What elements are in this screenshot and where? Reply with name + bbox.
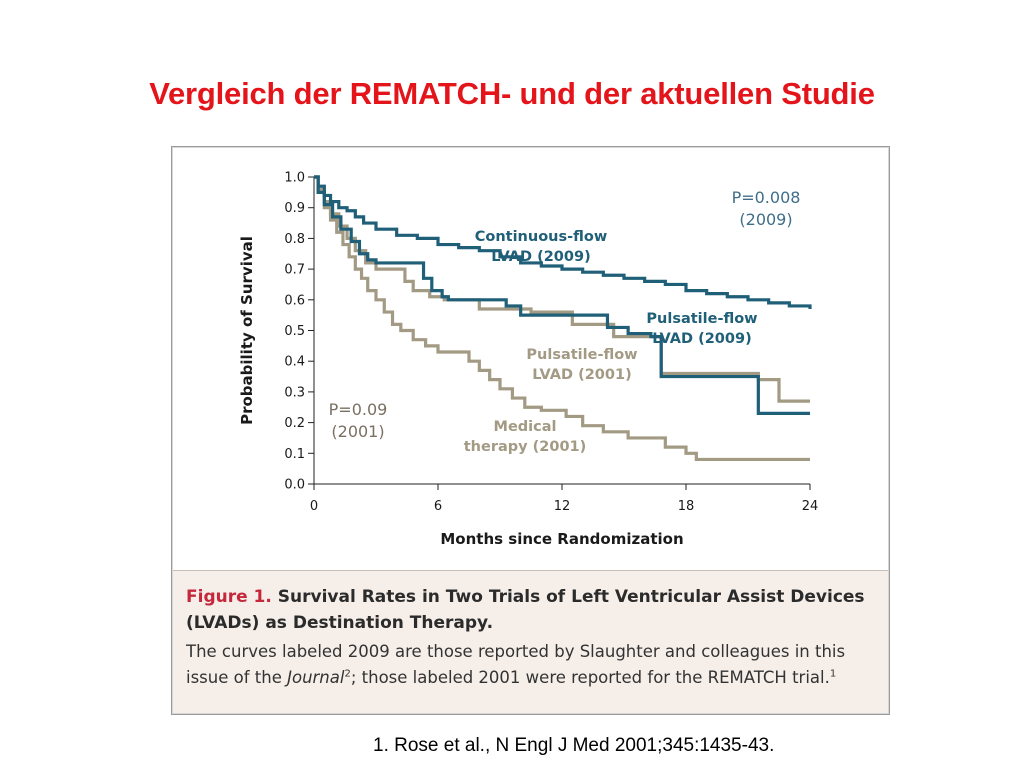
series-label-continuous-2009: Continuous-flow bbox=[475, 229, 608, 245]
curve-pulsatile-2009 bbox=[314, 175, 810, 415]
series-label-pulsatile-2009: LVAD (2009) bbox=[652, 331, 751, 347]
y-tick-label: 0.2 bbox=[284, 416, 305, 431]
annotation-p2009: P=0.008 bbox=[732, 188, 801, 207]
y-axis-title: Probability of Survival bbox=[238, 236, 256, 425]
x-tick-label: 24 bbox=[802, 499, 819, 514]
caption-journal: Journal bbox=[287, 668, 345, 687]
y-tick-label: 0.5 bbox=[284, 324, 305, 339]
annotation-p2001: P=0.09 bbox=[329, 400, 388, 419]
caption-body-part2: ; those labeled 2001 were reported for t… bbox=[350, 668, 830, 687]
caption-ref-superscript-1: 2 bbox=[344, 668, 351, 680]
y-tick-label: 0.7 bbox=[284, 263, 305, 278]
y-tick-label: 0.3 bbox=[284, 385, 305, 400]
x-tick-label: 12 bbox=[554, 499, 571, 514]
caption-body: The curves labeled 2009 are those report… bbox=[186, 639, 876, 691]
y-tick-label: 0.6 bbox=[284, 293, 305, 308]
curve-pulsatile-2001 bbox=[314, 175, 810, 403]
y-tick-label: 0.4 bbox=[284, 355, 305, 370]
x-axis-title: Months since Randomization bbox=[440, 530, 683, 548]
caption-ref-superscript-2: 1 bbox=[829, 668, 837, 680]
caption-heading-block: Figure 1. Survival Rates in Two Trials o… bbox=[186, 584, 876, 636]
reference-citation: 1. Rose et al., N Engl J Med 2001;345:14… bbox=[373, 735, 775, 756]
annotation-p2001: (2001) bbox=[331, 422, 384, 441]
annotation-p2009: (2009) bbox=[739, 210, 792, 229]
survival-chart: 0.0 0.1 0.2 0.3 0.4 0.5 0.6 0.7 0.8 0.9 1.0 0 6 12 18 2… bbox=[238, 171, 819, 549]
caption-heading: Survival Rates in Two Trials of Left Ven… bbox=[186, 587, 865, 633]
figure-label: Figure 1. bbox=[186, 587, 272, 607]
y-tick-label: 0.1 bbox=[284, 447, 305, 462]
y-tick-label: 0.9 bbox=[284, 201, 305, 216]
figure-caption: Figure 1. Survival Rates in Two Trials o… bbox=[173, 570, 888, 713]
curve-medical-2001 bbox=[314, 175, 810, 462]
series-label-medical-2001: therapy (2001) bbox=[464, 439, 587, 455]
curve-continuous-2009 bbox=[314, 175, 812, 310]
x-tick-label: 0 bbox=[310, 499, 318, 514]
y-tick-label: 1.0 bbox=[284, 171, 305, 186]
series-label-pulsatile-2009: Pulsatile-flow bbox=[646, 311, 757, 327]
x-tick-label: 6 bbox=[434, 499, 442, 514]
series-label-medical-2001: Medical bbox=[494, 419, 557, 435]
series-label-pulsatile-2001: Pulsatile-flow bbox=[526, 347, 637, 363]
figure-panel: 0.0 0.1 0.2 0.3 0.4 0.5 0.6 0.7 0.8 0.9 1.0 0 6 12 18 2… bbox=[171, 146, 890, 715]
slide-title: Vergleich der REMATCH- und der aktuellen… bbox=[149, 76, 875, 111]
y-tick-label: 0.8 bbox=[284, 232, 305, 247]
x-tick-label: 18 bbox=[678, 499, 695, 514]
series-label-continuous-2009: LVAD (2009) bbox=[491, 249, 590, 265]
series-label-pulsatile-2001: LVAD (2001) bbox=[532, 367, 631, 383]
caption-body-part1: The curves labeled 2009 are those report… bbox=[186, 642, 846, 687]
y-tick-label: 0.0 bbox=[284, 478, 305, 493]
